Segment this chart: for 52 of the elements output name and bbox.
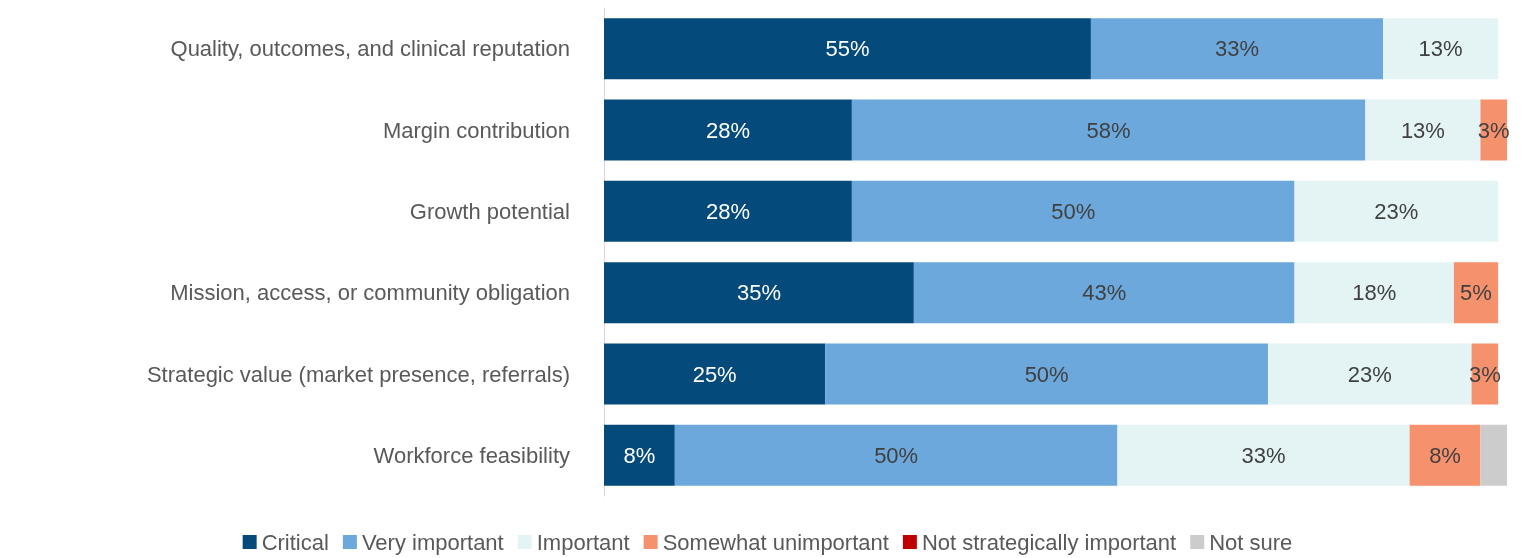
data-label: 13% (1400, 117, 1445, 143)
legend-label: Critical (261, 529, 329, 555)
y-tick-label: Workforce feasibility (373, 442, 570, 468)
legend-label: Not sure (1209, 529, 1293, 555)
y-tick-label: Quality, outcomes, and clinical reputation (170, 36, 570, 62)
data-label: 28% (705, 117, 750, 143)
bar (1480, 424, 1507, 486)
data-label: 8% (1429, 442, 1461, 468)
bar (604, 99, 852, 161)
bar (604, 180, 852, 242)
data-label: 50% (1051, 198, 1096, 224)
bar (604, 424, 675, 486)
bar (1267, 343, 1472, 405)
data-label: 18% (1352, 280, 1397, 306)
bar (604, 18, 1091, 80)
bar (851, 99, 1366, 161)
bar (674, 424, 1118, 486)
bar (1409, 424, 1481, 486)
bar (604, 343, 826, 405)
data-label: 23% (1374, 198, 1419, 224)
data-label: 43% (1082, 280, 1127, 306)
y-tick-label: Growth potential (409, 198, 570, 224)
y-tick-label: Mission, access, or community obligation (170, 280, 570, 306)
data-label: 55% (825, 36, 870, 62)
data-label: 23% (1347, 361, 1392, 387)
legend-label: Important (536, 529, 630, 555)
bar (1090, 18, 1384, 80)
bar (1453, 262, 1499, 324)
data-label: 50% (874, 442, 919, 468)
bar (825, 343, 1268, 405)
bar (1294, 180, 1499, 242)
legend-label: Very important (361, 529, 504, 555)
data-label: 35% (736, 280, 781, 306)
bar (1294, 262, 1454, 324)
bar (913, 262, 1295, 324)
data-label: 5% (1460, 280, 1492, 306)
bar (851, 180, 1295, 242)
y-tick-label: Strategic value (market presence, referrals) (146, 361, 570, 387)
data-label: 8% (623, 442, 656, 468)
bar (1383, 18, 1499, 80)
data-label: 50% (1024, 361, 1069, 387)
bar (604, 262, 914, 324)
data-label: 13% (1418, 36, 1463, 62)
data-label: 25% (692, 361, 737, 387)
legend-label: Not strategically important (921, 529, 1177, 555)
y-tick-label: Margin contribution (382, 117, 570, 143)
data-label: 33% (1241, 442, 1286, 468)
legend-label: Somewhat unimportant (662, 529, 889, 555)
data-label: 33% (1214, 36, 1260, 62)
data-label: 28% (705, 198, 750, 224)
bar (1117, 424, 1410, 486)
data-label: 58% (1086, 117, 1131, 143)
